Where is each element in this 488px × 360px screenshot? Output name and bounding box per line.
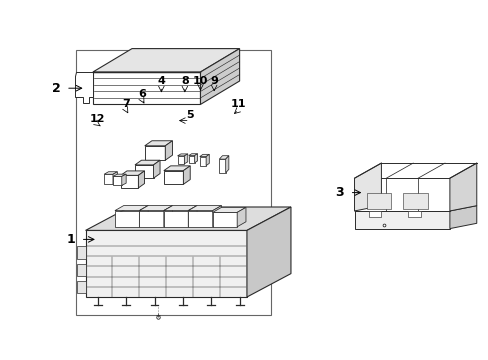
Polygon shape bbox=[403, 193, 427, 209]
Polygon shape bbox=[163, 206, 197, 211]
Polygon shape bbox=[163, 211, 188, 227]
Polygon shape bbox=[113, 174, 126, 176]
Text: 6: 6 bbox=[138, 89, 145, 99]
Polygon shape bbox=[366, 193, 390, 209]
Polygon shape bbox=[354, 163, 381, 211]
Polygon shape bbox=[76, 50, 271, 315]
Polygon shape bbox=[144, 146, 165, 160]
Polygon shape bbox=[77, 281, 85, 293]
Polygon shape bbox=[85, 230, 246, 297]
Text: 3: 3 bbox=[335, 186, 344, 199]
Polygon shape bbox=[237, 207, 245, 227]
Text: 1: 1 bbox=[66, 233, 75, 246]
Polygon shape bbox=[212, 212, 237, 227]
Polygon shape bbox=[177, 156, 184, 164]
Text: 4: 4 bbox=[157, 76, 165, 86]
Text: 12: 12 bbox=[90, 114, 105, 124]
Text: 10: 10 bbox=[192, 76, 208, 86]
Polygon shape bbox=[104, 174, 113, 184]
Polygon shape bbox=[115, 211, 139, 227]
Polygon shape bbox=[199, 154, 209, 157]
Polygon shape bbox=[104, 172, 117, 174]
Polygon shape bbox=[212, 207, 245, 212]
Polygon shape bbox=[188, 211, 212, 227]
Polygon shape bbox=[77, 264, 85, 276]
Polygon shape bbox=[121, 171, 144, 175]
Polygon shape bbox=[144, 141, 172, 146]
Polygon shape bbox=[135, 165, 153, 178]
Polygon shape bbox=[219, 156, 228, 159]
Polygon shape bbox=[219, 159, 225, 173]
Polygon shape bbox=[194, 154, 197, 163]
Polygon shape bbox=[368, 211, 381, 217]
Polygon shape bbox=[135, 160, 160, 165]
Polygon shape bbox=[115, 206, 148, 211]
Text: 7: 7 bbox=[122, 99, 130, 109]
Polygon shape bbox=[246, 207, 290, 297]
Polygon shape bbox=[163, 171, 183, 184]
Polygon shape bbox=[449, 206, 476, 229]
Polygon shape bbox=[212, 206, 221, 227]
Polygon shape bbox=[183, 166, 190, 184]
Polygon shape bbox=[122, 174, 126, 185]
Polygon shape bbox=[177, 154, 187, 156]
Polygon shape bbox=[113, 176, 122, 185]
Polygon shape bbox=[77, 246, 85, 259]
Polygon shape bbox=[225, 156, 228, 173]
Polygon shape bbox=[138, 171, 144, 188]
Polygon shape bbox=[354, 206, 476, 211]
Polygon shape bbox=[139, 206, 172, 211]
Polygon shape bbox=[113, 172, 117, 184]
Text: 5: 5 bbox=[185, 110, 193, 120]
Polygon shape bbox=[93, 72, 200, 104]
Polygon shape bbox=[163, 206, 172, 227]
Polygon shape bbox=[121, 175, 138, 188]
Polygon shape bbox=[199, 157, 205, 166]
Polygon shape bbox=[184, 154, 187, 164]
Polygon shape bbox=[165, 141, 172, 160]
Polygon shape bbox=[75, 72, 93, 103]
Polygon shape bbox=[354, 178, 449, 211]
Polygon shape bbox=[153, 160, 160, 178]
Polygon shape bbox=[163, 166, 190, 171]
Polygon shape bbox=[188, 206, 221, 211]
Polygon shape bbox=[93, 49, 239, 72]
Polygon shape bbox=[139, 206, 148, 227]
Text: 2: 2 bbox=[52, 82, 61, 95]
Polygon shape bbox=[407, 211, 420, 217]
Text: 9: 9 bbox=[210, 76, 218, 86]
Polygon shape bbox=[188, 156, 194, 163]
Text: 11: 11 bbox=[230, 99, 246, 109]
Polygon shape bbox=[188, 154, 197, 156]
Polygon shape bbox=[205, 154, 209, 166]
Text: 8: 8 bbox=[181, 76, 188, 86]
Polygon shape bbox=[188, 206, 197, 227]
Polygon shape bbox=[449, 163, 476, 211]
Polygon shape bbox=[85, 207, 290, 230]
Polygon shape bbox=[139, 211, 163, 227]
Polygon shape bbox=[200, 49, 239, 104]
Polygon shape bbox=[354, 211, 449, 229]
